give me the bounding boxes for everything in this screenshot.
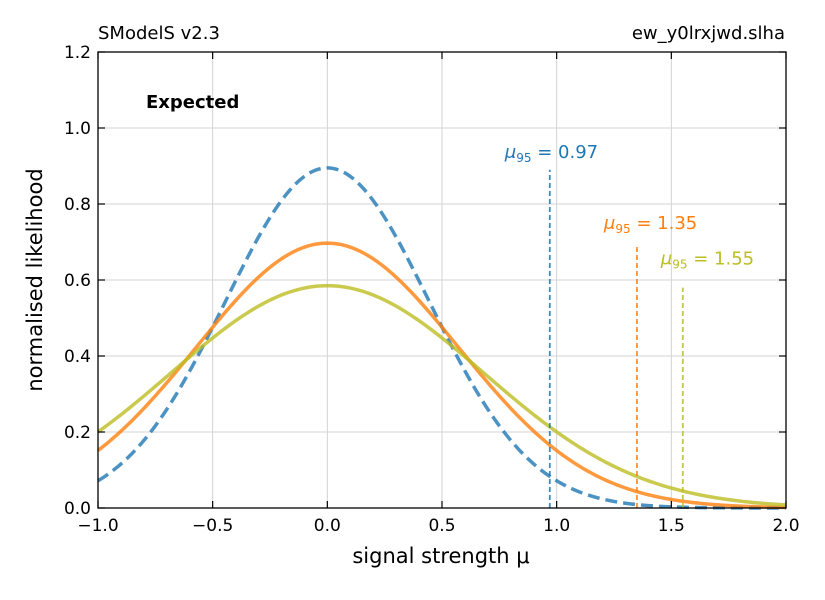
likelihood-curves	[96, 166, 787, 510]
y-tick-label: 1.0	[64, 119, 91, 139]
y-axis-label: normalised likelihood	[23, 168, 47, 391]
axis-ticks: −1.0 −0.5 0.0 0.5 1.0 1.5 2.0 0.0 0.2 0.4 0.6 0.8 1.…	[64, 43, 800, 536]
y-tick-label: 0.4	[64, 347, 91, 367]
y-tick-label: 0.6	[64, 271, 91, 291]
x-tick-label: 1.0	[543, 516, 570, 536]
y-tick-label: 0.2	[64, 423, 91, 443]
software-version-label: SModelS v2.3	[98, 23, 220, 44]
x-tick-label: 0.0	[314, 516, 341, 536]
mu95-label: μ95 = 0.97	[504, 142, 598, 165]
mu95-label: μ95 = 1.35	[603, 213, 697, 236]
x-tick-label: 0.5	[428, 516, 455, 536]
x-tick-label: −1.0	[77, 516, 118, 536]
likelihood-curve-analysis-1	[96, 241, 787, 510]
expected-annotation: Expected	[146, 92, 239, 113]
x-tick-label: 1.5	[658, 516, 685, 536]
x-tick-label: 2.0	[772, 516, 799, 536]
mu95-markers: μ95 = 0.97 μ95 = 1.35 μ95 = 1.55	[504, 142, 754, 508]
y-tick-label: 1.2	[64, 43, 91, 63]
slha-filename-label: ew_y0lrxjwd.slha	[632, 23, 785, 44]
y-tick-label: 0.0	[64, 499, 91, 519]
y-tick-label: 0.8	[64, 195, 91, 215]
x-tick-label: −0.5	[192, 516, 233, 536]
x-axis-label: signal strength μ	[352, 544, 529, 568]
mu95-label: μ95 = 1.55	[660, 249, 754, 272]
likelihood-curve-analysis-2	[96, 283, 787, 507]
